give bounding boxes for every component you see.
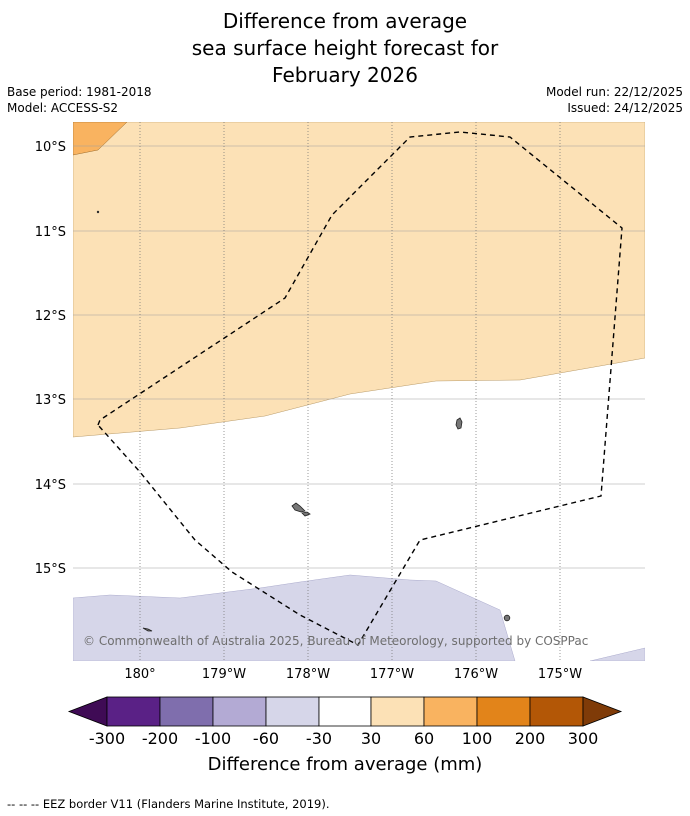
anomaly-zone-minus-60-minus-30-east (589, 647, 645, 661)
legend-swatch-60-100 (423, 696, 478, 727)
title-line-3: February 2026 (272, 63, 418, 87)
lat-label-12s: 12°S (35, 309, 66, 324)
lat-label-14s: 14°S (35, 478, 66, 493)
legend-tick-200: 200 (515, 729, 546, 748)
island-1 (455, 417, 463, 430)
anomaly-zone-60-100 (73, 122, 645, 438)
latitude-gridlines (73, 145, 645, 569)
legend-tick-minus-200: -200 (142, 729, 178, 748)
model-name: Model: ACCESS-S2 (7, 101, 119, 115)
island-6 (96, 210, 100, 214)
lat-label-11s: 11°S (35, 225, 66, 240)
lon-label-176w: 176°W (454, 667, 498, 682)
title-line-2: sea surface height forecast for (191, 36, 499, 60)
longitude-labels: 180° 179°W 178°W 177°W 176°W 175°W (124, 667, 582, 682)
legend-tick-minus-300: -300 (89, 729, 125, 748)
island-3 (301, 511, 311, 517)
lon-label-178w: 178°W (286, 667, 330, 682)
island-4 (503, 614, 511, 622)
legend-tick-300: 300 (568, 729, 599, 748)
lon-label-179w: 179°W (202, 667, 246, 682)
lon-label-180: 180° (124, 667, 155, 682)
legend-tick-minus-60: -60 (253, 729, 279, 748)
legend-swatch-200-300 (529, 696, 584, 727)
legend-swatch-neutral (318, 696, 372, 727)
model-run: Model run: 22/12/2025 (545, 85, 683, 99)
eez-border (97, 131, 623, 646)
issued-date: Issued: 24/12/2025 (567, 101, 683, 115)
map-panel: 10°S 11°S 12°S 13°S 14°S 15°S 180° 179°W… (35, 122, 645, 682)
meta-right: Model run: 22/12/2025 Issued: 24/12/2025 (546, 84, 683, 116)
anomaly-zone-100-200 (73, 122, 128, 156)
eez-footnote: -- -- -- EEZ border V11 (Flanders Marine… (7, 797, 330, 811)
meta-left: Base period: 1981-2018 Model: ACCESS-S2 (7, 84, 152, 116)
attribution-text: © Commonwealth of Australia 2025, Bureau… (83, 634, 588, 648)
lat-label-10s: 10°S (35, 140, 66, 155)
island-2 (291, 502, 306, 513)
legend-swatch-30-60 (370, 696, 425, 727)
legend-tick-30: 30 (361, 729, 381, 748)
lon-label-175w: 175°W (538, 667, 582, 682)
lat-label-15s: 15°S (35, 562, 66, 577)
legend-tick-100: 100 (462, 729, 493, 748)
island-5 (142, 627, 153, 632)
legend-colorbar: -300 -200 -100 -60 -30 30 60 100 200 300… (67, 696, 623, 775)
legend-title: Difference from average (mm) (208, 754, 483, 775)
latitude-labels: 10°S 11°S 12°S 13°S 14°S 15°S (35, 140, 66, 577)
lon-label-177w: 177°W (370, 667, 414, 682)
legend-ticks: -300 -200 -100 -60 -30 30 60 100 200 300 (89, 729, 598, 748)
anomaly-zone-minus-60-minus-30 (73, 574, 516, 661)
base-period: Base period: 1981-2018 (7, 85, 152, 99)
chart-title: Difference from average sea surface heig… (0, 8, 690, 89)
legend-swatch-100-200 (476, 696, 531, 727)
title-line-1: Difference from average (222, 9, 468, 33)
legend-swatch-300-200 (106, 696, 161, 727)
legend-tick-minus-30: -30 (306, 729, 332, 748)
legend-swatch-200-100 (159, 696, 214, 727)
islands (96, 210, 511, 632)
legend-tick-60: 60 (414, 729, 434, 748)
lat-label-13s: 13°S (35, 393, 66, 408)
legend-tick-minus-100: -100 (195, 729, 231, 748)
legend-swatch-above-300 (582, 696, 623, 727)
legend-swatch-100-60 (212, 696, 267, 727)
legend-swatch-below-300 (67, 696, 108, 727)
legend-swatch-60-30 (265, 696, 320, 727)
